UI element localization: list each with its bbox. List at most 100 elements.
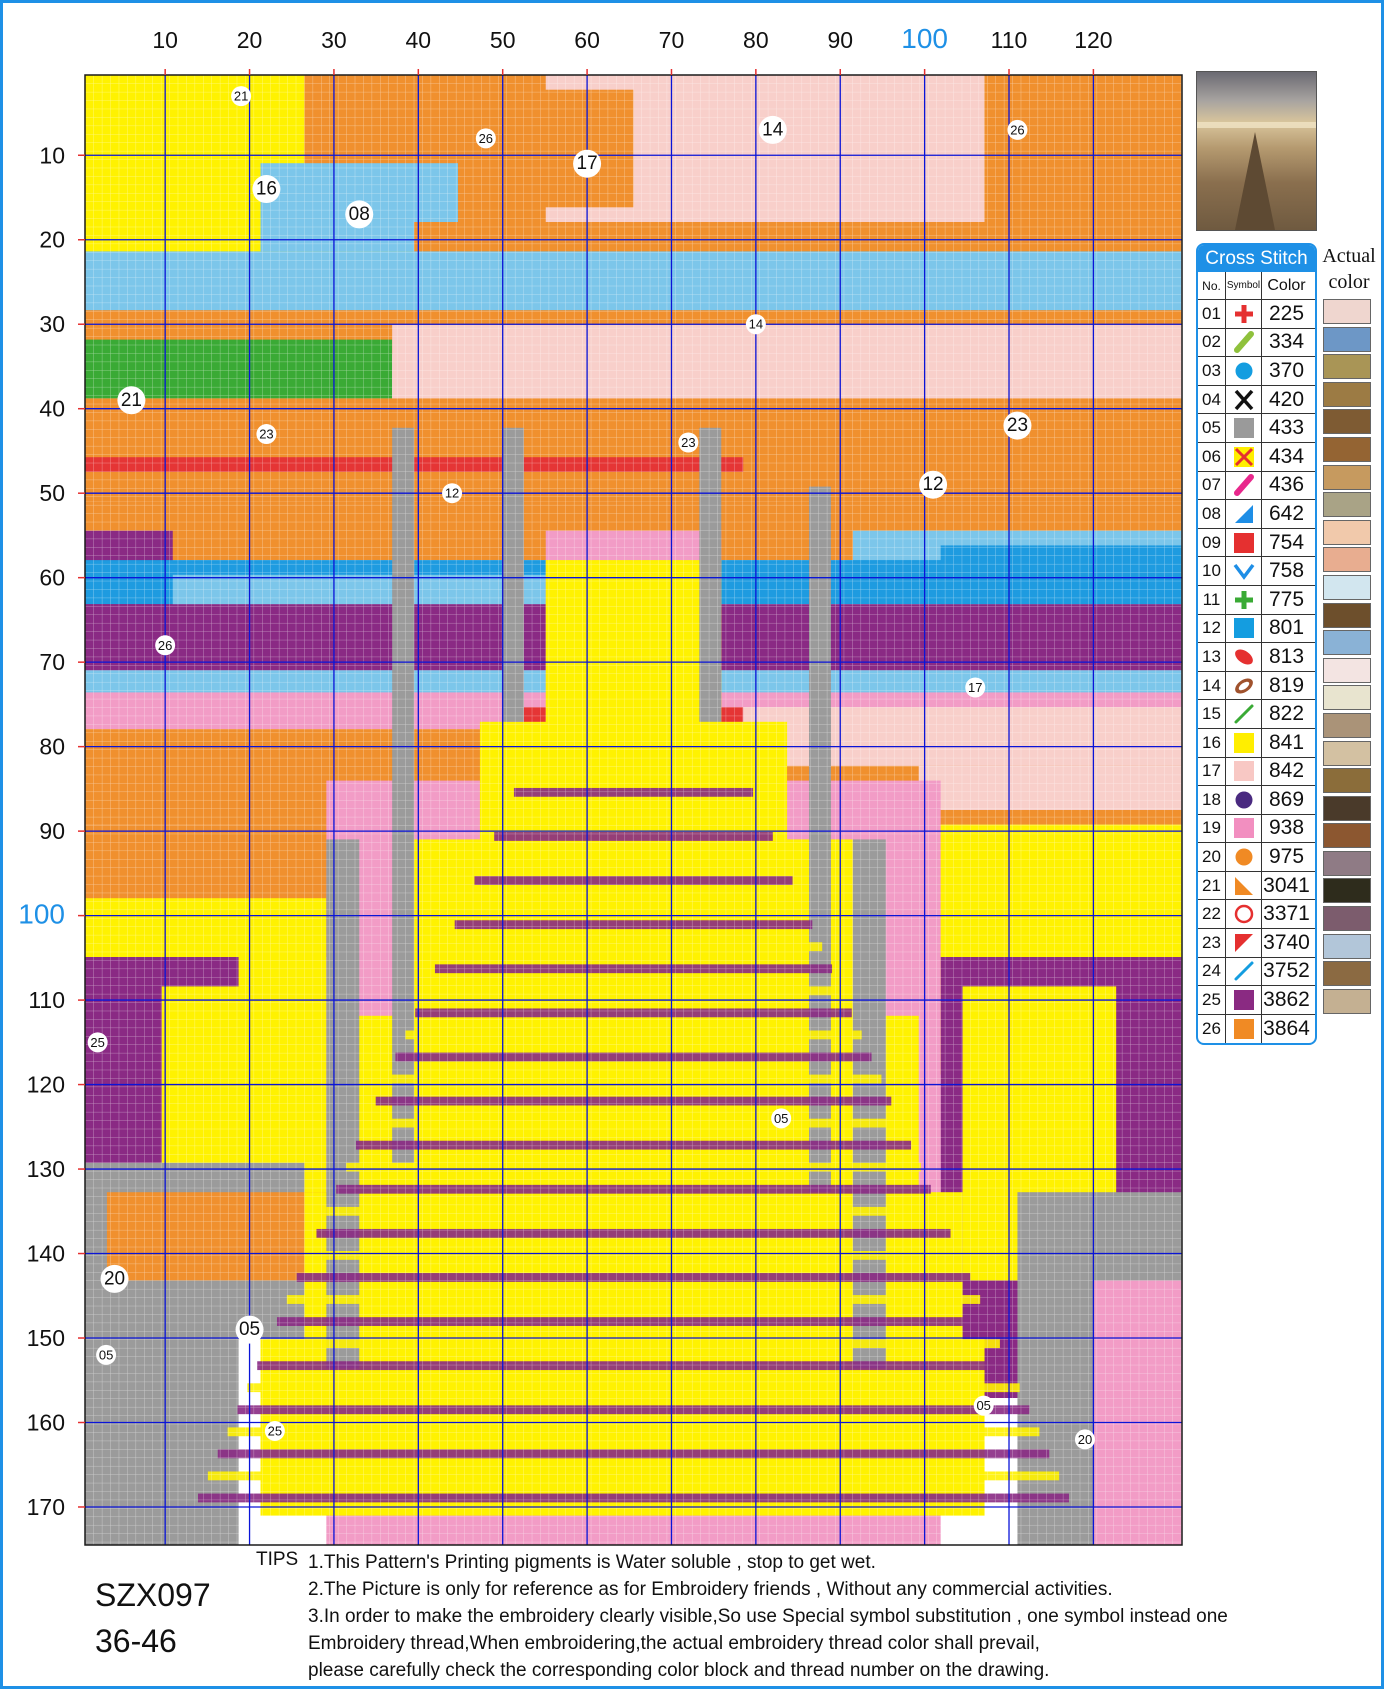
region-label: 05 (239, 1319, 260, 1340)
legend-color-code: 758 (1268, 559, 1305, 583)
region-label: 26 (479, 131, 493, 146)
actual-color-swatch (1323, 988, 1371, 1014)
legend-row: 13 813 (1198, 643, 1315, 672)
region-label: 05 (774, 1111, 788, 1126)
y-tick-label: 70 (39, 649, 65, 675)
tip-line: Embroidery thread,When embroidering,the … (308, 1633, 1040, 1654)
legend-number: 03 (1198, 357, 1226, 385)
region-label: 17 (968, 680, 982, 695)
y-tick-label: 110 (28, 987, 65, 1013)
region-label: 26 (158, 638, 172, 653)
legend-row: 06 434 (1198, 442, 1315, 472)
legend-color-code: 841 (1268, 730, 1305, 754)
legend-color-code: 754 (1268, 530, 1305, 554)
chart-border (84, 74, 1183, 1546)
legend-row: 16 841 (1198, 728, 1315, 758)
legend-number: 18 (1198, 786, 1226, 814)
x-tick-label: 60 (574, 27, 600, 53)
region-label-circle (264, 1420, 285, 1441)
region-label: 25 (90, 1035, 104, 1050)
actual-color-label-2: color (1328, 271, 1370, 293)
legend-color-code: 975 (1268, 845, 1305, 869)
y-tick-label: 10 (39, 142, 65, 168)
actual-color-swatch (1323, 961, 1371, 987)
x-tick-label: 20 (237, 27, 263, 53)
actual-color-swatch (1323, 409, 1371, 435)
region-label-circle (345, 200, 374, 229)
legend-row: 02 334 (1198, 328, 1315, 358)
dot-icon (1226, 786, 1262, 814)
square-icon (1226, 528, 1262, 557)
region-label: 14 (762, 119, 784, 140)
legend-row: 10 758 (1198, 557, 1315, 586)
region-label: 16 (256, 179, 277, 200)
region-label: 25 (268, 1423, 282, 1438)
legend-color-code: 938 (1268, 816, 1305, 840)
region-label: 20 (1078, 1432, 1092, 1447)
legend-row: 09 754 (1198, 528, 1315, 558)
leaf-icon (1226, 643, 1262, 671)
actual-color-swatch (1323, 381, 1371, 407)
y-tick-label: 150 (27, 1325, 65, 1351)
y-tick-label: 90 (39, 818, 65, 844)
region-label: 23 (259, 427, 273, 442)
legend-row: 17 842 (1198, 757, 1315, 787)
legend-row: 05 433 (1198, 414, 1315, 443)
y-tick-label: 20 (39, 227, 65, 253)
region-label: 23 (1007, 415, 1028, 436)
region-label: 23 (681, 435, 695, 450)
x-tick-label: 110 (991, 27, 1028, 53)
slash-thin-icon (1226, 700, 1262, 728)
y-tick-label: 60 (39, 565, 65, 591)
legend-color-code: 3864 (1263, 1017, 1310, 1041)
tips-list: 1.This Pattern's Printing pigments is Wa… (308, 1549, 1368, 1684)
region-label: 26 (1010, 122, 1024, 137)
region-label-circle (155, 635, 176, 656)
region-label-circle (235, 1315, 264, 1344)
y-tick-label: 130 (27, 1156, 65, 1182)
actual-color-swatch (1323, 547, 1371, 573)
region-label-circle (87, 1032, 108, 1053)
legend-row: 07 436 (1198, 471, 1315, 501)
pattern-code-block: SZX097 36-46 (95, 1572, 211, 1664)
legend-number: 08 (1198, 500, 1226, 528)
actual-color-swatch (1323, 492, 1371, 518)
y-tick-label: 170 (27, 1494, 65, 1520)
legend-color-code: 801 (1268, 616, 1305, 640)
region-label-circle (758, 115, 787, 144)
y-tick-label: 50 (39, 480, 65, 506)
legend-color-code: 822 (1268, 702, 1305, 726)
tip-line: 2.The Picture is only for reference as f… (308, 1579, 1113, 1600)
legend-color-code: 842 (1268, 759, 1305, 783)
legend-number: 02 (1198, 328, 1226, 357)
legend-number: 04 (1198, 385, 1226, 414)
legend-color-code: 3862 (1263, 988, 1310, 1012)
legend-number: 07 (1198, 471, 1226, 500)
actual-color-swatch (1323, 712, 1371, 738)
region-label-circle (573, 149, 602, 178)
dot-icon (1226, 843, 1262, 871)
plus-icon (1226, 300, 1262, 328)
legend-number: 01 (1198, 300, 1226, 328)
legend-number: 23 (1198, 929, 1226, 957)
legend-number: 11 (1198, 585, 1226, 614)
legend-row: 08 642 (1198, 500, 1315, 529)
legend-number: 10 (1198, 557, 1226, 585)
tip-line: 1.This Pattern's Printing pigments is Wa… (308, 1552, 876, 1573)
region-label: 21 (234, 89, 248, 104)
square-icon (1226, 1014, 1262, 1044)
legend-number: 09 (1198, 528, 1226, 557)
actual-color-swatch (1323, 326, 1371, 352)
x-tick-label: 90 (827, 27, 853, 53)
region-label: 12 (445, 486, 459, 501)
dot-icon (1226, 357, 1262, 385)
actual-color-swatch (1323, 768, 1371, 794)
major-grid-lines (85, 75, 1182, 1545)
legend-title: Cross Stitch (1198, 245, 1315, 272)
actual-color-swatch (1323, 878, 1371, 904)
legend-number: 15 (1198, 700, 1226, 728)
y-axis-ticks: 10 20 30 40 50 60 70 80 90 100 110 120 130 140 150 160 1… (18, 142, 85, 1520)
region-label-circle (678, 432, 699, 453)
actual-color-swatch (1323, 933, 1371, 959)
legend-row: 14 819 (1198, 671, 1315, 701)
